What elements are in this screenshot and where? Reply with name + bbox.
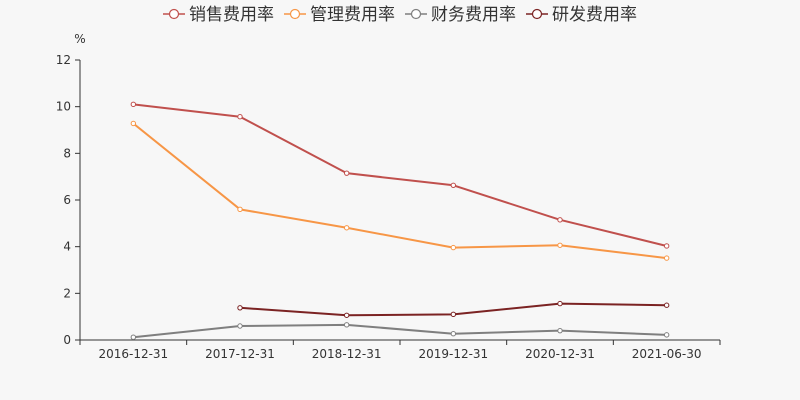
y-tick-label: 0 [63,333,71,347]
legend-item[interactable]: 管理费用率 [284,5,395,25]
data-point [130,334,137,340]
x-tick-label: 2021-06-30 [632,347,702,361]
legend-circle-marker [168,8,180,20]
y-tick-label: 12 [56,53,71,67]
data-point [130,120,137,127]
series-2 [130,120,670,261]
data-point [557,327,563,334]
data-point [450,182,457,189]
y-tick-label: 2 [63,286,71,300]
x-tick-label: 2016-12-31 [98,347,168,361]
data-point [343,322,350,328]
x-tick-label: 2017-12-31 [205,347,275,361]
data-point [343,170,350,176]
data-point [663,302,670,308]
legend-circle-marker [531,8,543,20]
data-point [450,311,457,318]
legend-item[interactable]: 研发费用率 [526,5,637,25]
x-tick-label: 2018-12-31 [312,347,382,361]
series-line [133,323,667,339]
legend-item[interactable]: 销售费用率 [163,5,274,25]
x-tick-label: 2020-12-31 [525,347,595,361]
series-layer [130,101,670,340]
legend-label: 管理费用率 [310,5,395,25]
y-axis-unit-label: % [74,32,85,46]
series-line [132,122,667,260]
x-tick-label: 2019-12-31 [418,347,488,361]
y-axis: 0 2 4 6 8 10 12 [56,53,81,347]
legend-label: 财务费用率 [431,5,516,25]
legend-label: 研发费用率 [552,5,637,25]
series-1 [130,101,670,249]
y-tick-label: 8 [63,146,71,160]
series-line [133,103,667,247]
data-point [237,206,243,213]
y-tick-label: 6 [63,193,71,207]
series-3 [130,322,670,340]
series-4 [237,300,670,318]
data-point [130,101,137,108]
data-point [663,255,670,261]
data-point [557,300,563,307]
data-point [450,244,457,251]
legend-item[interactable]: 财务费用率 [405,5,516,25]
legend-label: 销售费用率 [189,5,274,25]
data-point [663,243,670,249]
data-point [237,323,243,329]
data-point [343,225,350,231]
legend-circle-marker [289,8,301,20]
data-point [343,312,350,318]
x-axis: 2016-12-31 2017-12-31 2018-12-31 2019-12-31… [79,339,721,361]
legend-circle-marker [410,8,422,20]
y-tick-label: 10 [56,100,71,114]
data-point [557,217,563,223]
data-point [237,114,243,120]
data-point [237,305,243,311]
legend: 销售费用率 管理费用率 财务费用率 研发费用率 [163,5,637,25]
data-point [557,242,563,248]
data-point [450,331,457,337]
data-point [663,332,670,338]
y-tick-label: 4 [63,240,71,254]
